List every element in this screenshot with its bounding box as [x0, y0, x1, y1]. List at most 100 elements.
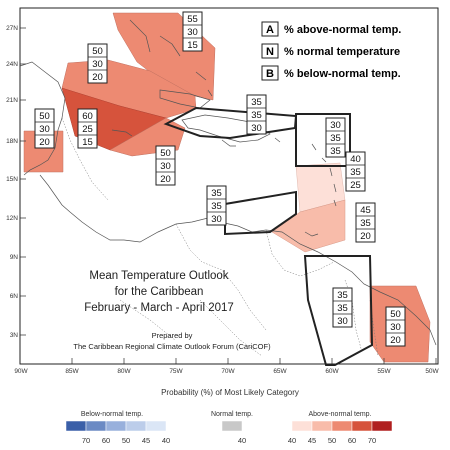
prob-value-b: 25 — [350, 180, 361, 191]
lon-tick: 55W — [377, 368, 391, 375]
prob-box-cuba: 50 30 20 — [87, 43, 108, 84]
legend-tick-below: 70 — [82, 436, 90, 445]
legend-tick-above: 40 — [288, 436, 296, 445]
lat-tick: 15N — [6, 176, 18, 183]
prepared-by: Prepared by — [152, 331, 193, 340]
legend-swatch-above — [311, 420, 333, 432]
prob-value-a: 30 — [330, 120, 341, 131]
lon-tick: 75W — [169, 368, 183, 375]
prob-value-a: 55 — [187, 14, 198, 25]
lat-tick: 24N — [6, 61, 18, 68]
key-a-text: % above-normal temp. — [284, 24, 401, 36]
legend-heading: Probability (%) of Most Likely Category — [161, 388, 299, 397]
legend-tick-above: 60 — [348, 436, 356, 445]
lat-tick: 21N — [6, 97, 18, 104]
legend-tick-above: 45 — [308, 436, 316, 445]
lon-tick: 85W — [65, 368, 79, 375]
legend-swatch-above — [331, 420, 353, 432]
lon-tick: 90W — [14, 368, 28, 375]
legend-normal-label: Normal temp. — [211, 411, 253, 418]
prob-value-n: 35 — [360, 218, 371, 229]
prob-value-n: 35 — [350, 167, 361, 178]
prob-value-b: 20 — [92, 72, 103, 83]
prob-value-b: 30 — [211, 214, 222, 225]
key-n-letter: N — [266, 46, 274, 58]
map-frame — [19, 7, 439, 365]
lon-tick: 50W — [425, 368, 439, 375]
prob-value-n: 30 — [187, 27, 198, 38]
key-n-text: % normal temperature — [284, 46, 400, 58]
prob-value-a: 40 — [350, 154, 361, 165]
prob-value-a: 50 — [390, 309, 401, 320]
prob-box-guyana: 35 35 30 — [332, 287, 353, 328]
lat-labels: 27N 24N 21N 18N 15N 12N 9N 6N 3N — [6, 25, 18, 339]
prob-box-suriname-guiana: 50 30 20 — [385, 306, 406, 347]
prob-value-a: 50 — [39, 111, 50, 122]
prob-value-b: 20 — [360, 231, 371, 242]
prob-value-b: 15 — [82, 137, 93, 148]
prob-value-n: 30 — [92, 59, 103, 70]
legend-swatch-above — [351, 420, 373, 432]
lon-labels: 90W 85W 80W 75W 70W 65W 60W 55W 50W — [14, 368, 439, 375]
prob-value-b: 30 — [251, 123, 262, 134]
zone-colombia — [224, 190, 297, 236]
prob-value-a: 35 — [251, 97, 262, 108]
key-a-letter: A — [266, 24, 274, 36]
legend-tick-below: 45 — [142, 436, 150, 445]
prob-value-a: 45 — [360, 205, 371, 216]
prob-value-b: 20 — [390, 335, 401, 346]
key-b-text: % below-normal temp. — [284, 68, 401, 80]
legend-tick-below: 60 — [102, 436, 110, 445]
lat-tick: 6N — [10, 293, 19, 300]
prob-box-windward-islands: 40 35 25 — [345, 151, 366, 192]
lon-tick: 80W — [117, 368, 131, 375]
zone-guyana — [303, 255, 374, 366]
legend-swatch-above — [371, 420, 393, 432]
legend-tick-below: 50 — [122, 436, 130, 445]
lat-tick: 18N — [6, 138, 18, 145]
prob-box-hispaniola: 35 35 30 — [246, 94, 267, 135]
prob-box-caribbean-sea-central: 50 30 20 — [155, 145, 176, 186]
prepared-org: The Caribbean Regional Climate Outlook F… — [73, 342, 271, 351]
prob-value-b: 20 — [160, 174, 171, 185]
legend-swatch-normal — [221, 420, 243, 432]
legend-above-label: Above-normal temp. — [308, 411, 371, 418]
prob-value-b: 30 — [337, 316, 348, 327]
title-line1: Mean Temperature Outlook — [89, 270, 228, 282]
legend-tick-normal: 40 — [238, 436, 246, 445]
prob-box-leeward-islands: 30 35 35 — [325, 117, 346, 158]
lon-tick: 65W — [273, 368, 287, 375]
legend-tick-above: 50 — [328, 436, 336, 445]
lat-tick: 3N — [10, 332, 19, 339]
prob-box-colombia-coast: 35 35 30 — [206, 185, 227, 226]
category-key: A % above-normal temp. N % normal temper… — [261, 21, 401, 81]
prob-value-a: 35 — [337, 290, 348, 301]
lat-tick: 9N — [10, 254, 19, 261]
legend-swatch-below — [125, 420, 147, 432]
prob-value-n: 35 — [211, 201, 222, 212]
legend-tick-above: 70 — [368, 436, 376, 445]
prob-value-b: 15 — [187, 40, 198, 51]
prob-value-a: 50 — [92, 46, 103, 57]
legend-swatch-below — [65, 420, 87, 432]
map-title: Mean Temperature Outlook for the Caribbe… — [73, 270, 271, 351]
legend-swatch-below — [145, 420, 167, 432]
legend-tick-below: 40 — [162, 436, 170, 445]
prob-value-n: 35 — [330, 133, 341, 144]
legend-swatch-below — [85, 420, 107, 432]
prob-value-n: 35 — [251, 110, 262, 121]
lat-tick: 27N — [6, 25, 18, 32]
prob-value-n: 25 — [82, 124, 93, 135]
lat-tick: 12N — [6, 215, 18, 222]
prob-box-trinidad: 45 35 20 — [355, 202, 376, 243]
prob-value-n: 30 — [39, 124, 50, 135]
legend-swatch-above — [291, 420, 313, 432]
key-b-letter: B — [266, 68, 274, 80]
prob-value-a: 60 — [82, 111, 93, 122]
prob-value-b: 20 — [39, 137, 50, 148]
prob-box-bahamas: 55 30 15 — [182, 11, 203, 52]
prob-value-a: 35 — [211, 188, 222, 199]
